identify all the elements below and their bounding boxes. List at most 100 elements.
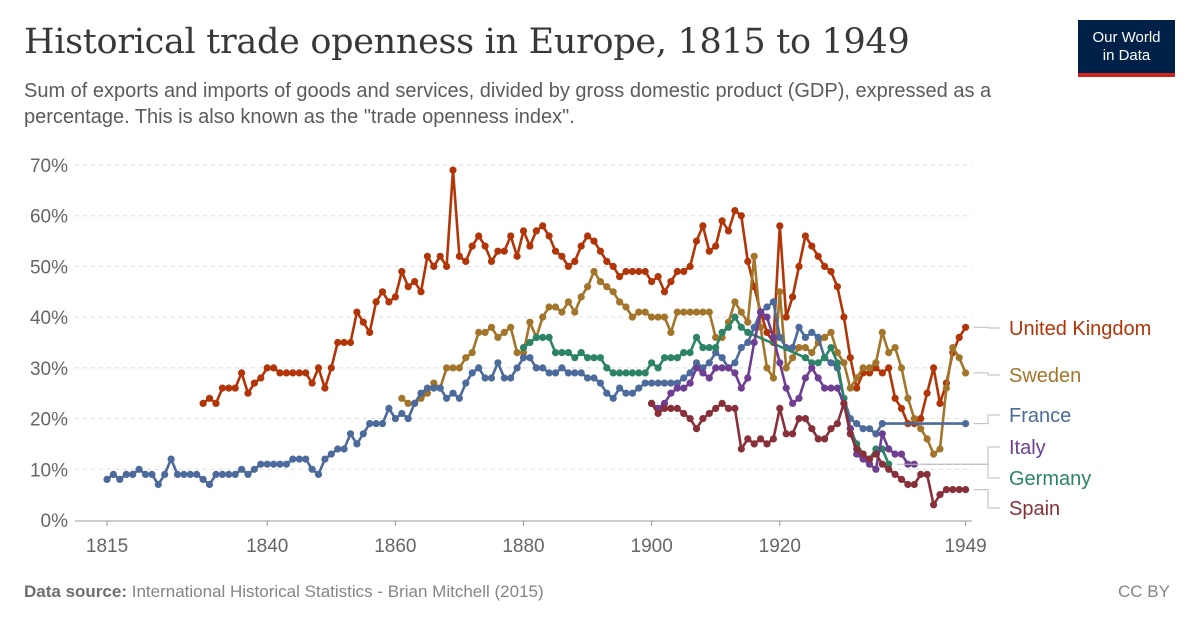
spain-point[interactable] bbox=[750, 440, 758, 448]
italy-point[interactable] bbox=[705, 374, 713, 382]
united-kingdom-point[interactable] bbox=[891, 394, 899, 402]
germany-point[interactable] bbox=[551, 349, 560, 357]
sweden-point[interactable] bbox=[673, 308, 681, 316]
spain-point[interactable] bbox=[769, 435, 778, 443]
united-kingdom-point[interactable] bbox=[872, 364, 880, 372]
france-point[interactable] bbox=[116, 475, 124, 483]
united-kingdom-point[interactable] bbox=[827, 267, 835, 276]
france-point[interactable] bbox=[372, 420, 380, 428]
united-kingdom-point[interactable] bbox=[667, 278, 675, 286]
germany-point[interactable] bbox=[712, 344, 720, 352]
spain-point[interactable] bbox=[648, 399, 656, 407]
sweden-point[interactable] bbox=[686, 308, 694, 316]
spain-point[interactable] bbox=[731, 404, 739, 412]
italy-point[interactable] bbox=[782, 384, 790, 392]
sweden-point[interactable] bbox=[865, 364, 874, 372]
spain-point[interactable] bbox=[904, 480, 912, 489]
italy-point[interactable] bbox=[686, 379, 694, 387]
sweden-point[interactable] bbox=[584, 283, 592, 291]
spain-point[interactable] bbox=[865, 455, 874, 463]
united-kingdom-point[interactable] bbox=[821, 262, 829, 270]
france-point[interactable] bbox=[487, 374, 496, 382]
germany-point[interactable] bbox=[872, 445, 880, 453]
france-point[interactable] bbox=[173, 470, 182, 478]
united-kingdom-point[interactable] bbox=[692, 237, 701, 245]
united-kingdom-point[interactable] bbox=[616, 273, 624, 281]
spain-point[interactable] bbox=[808, 425, 816, 433]
united-kingdom-point[interactable] bbox=[494, 247, 502, 255]
sweden-legend-label[interactable]: Sweden bbox=[1009, 365, 1081, 387]
germany-point[interactable] bbox=[808, 359, 816, 367]
france-point[interactable] bbox=[334, 445, 342, 453]
sweden-point[interactable] bbox=[712, 333, 720, 341]
united-kingdom-point[interactable] bbox=[603, 257, 611, 265]
united-kingdom-point[interactable] bbox=[962, 323, 970, 331]
france-point[interactable] bbox=[327, 450, 335, 458]
spain-point[interactable] bbox=[897, 475, 906, 483]
sweden-point[interactable] bbox=[763, 364, 771, 372]
sweden-point[interactable] bbox=[776, 288, 784, 296]
united-kingdom-point[interactable] bbox=[289, 369, 297, 377]
united-kingdom-point[interactable] bbox=[673, 267, 681, 276]
france-point[interactable] bbox=[340, 445, 348, 453]
france-point[interactable] bbox=[289, 455, 297, 463]
germany-point[interactable] bbox=[827, 344, 835, 352]
germany-point[interactable] bbox=[673, 354, 681, 362]
germany-point[interactable] bbox=[737, 323, 745, 331]
spain-point[interactable] bbox=[782, 430, 790, 438]
france-point[interactable] bbox=[282, 460, 290, 468]
spain-point[interactable] bbox=[744, 435, 752, 443]
sweden-point[interactable] bbox=[949, 344, 957, 352]
united-kingdom-point[interactable] bbox=[609, 262, 617, 270]
united-kingdom-point[interactable] bbox=[321, 384, 329, 392]
germany-point[interactable] bbox=[724, 323, 733, 331]
germany-point[interactable] bbox=[814, 359, 822, 367]
france-point[interactable] bbox=[590, 374, 598, 382]
sweden-point[interactable] bbox=[648, 313, 656, 321]
spain-point[interactable] bbox=[705, 409, 713, 418]
france-point[interactable] bbox=[308, 465, 316, 473]
france-point[interactable] bbox=[872, 430, 880, 438]
spain-point[interactable] bbox=[763, 440, 771, 448]
france-point[interactable] bbox=[244, 470, 252, 478]
united-kingdom-point[interactable] bbox=[885, 364, 893, 372]
united-kingdom-point[interactable] bbox=[519, 227, 528, 235]
italy-point[interactable] bbox=[776, 359, 784, 367]
sweden-point[interactable] bbox=[449, 364, 457, 372]
united-kingdom-point[interactable] bbox=[417, 288, 425, 296]
germany-point[interactable] bbox=[584, 354, 592, 362]
france-point[interactable] bbox=[763, 303, 771, 311]
france-point[interactable] bbox=[539, 364, 547, 372]
united-kingdom-point[interactable] bbox=[359, 318, 367, 326]
sweden-point[interactable] bbox=[596, 278, 605, 286]
france-point[interactable] bbox=[475, 364, 483, 372]
france-point[interactable] bbox=[962, 420, 970, 428]
france-point[interactable] bbox=[769, 298, 778, 306]
united-kingdom-point[interactable] bbox=[276, 369, 284, 377]
spain-point[interactable] bbox=[878, 460, 886, 468]
united-kingdom-point[interactable] bbox=[507, 232, 515, 240]
france-point[interactable] bbox=[673, 379, 681, 387]
france-point[interactable] bbox=[609, 394, 617, 402]
germany-point[interactable] bbox=[526, 338, 534, 347]
spain-point[interactable] bbox=[712, 404, 720, 412]
italy-point[interactable] bbox=[801, 374, 810, 382]
sweden-point[interactable] bbox=[513, 349, 521, 357]
spain-point[interactable] bbox=[795, 415, 803, 423]
spain-point[interactable] bbox=[814, 435, 822, 443]
france-point[interactable] bbox=[641, 379, 649, 387]
france-point[interactable] bbox=[411, 399, 419, 407]
spain-point[interactable] bbox=[737, 445, 745, 453]
france-point[interactable] bbox=[154, 480, 162, 489]
france-point[interactable] bbox=[558, 364, 566, 372]
sweden-point[interactable] bbox=[462, 354, 470, 362]
spain-point[interactable] bbox=[930, 501, 938, 509]
france-point[interactable] bbox=[218, 470, 226, 478]
united-kingdom-point[interactable] bbox=[378, 288, 387, 296]
france-point[interactable] bbox=[584, 374, 592, 382]
sweden-point[interactable] bbox=[590, 267, 598, 276]
france-point[interactable] bbox=[199, 475, 207, 483]
germany-point[interactable] bbox=[699, 344, 707, 352]
sweden-point[interactable] bbox=[930, 450, 938, 458]
france-point[interactable] bbox=[795, 323, 803, 331]
